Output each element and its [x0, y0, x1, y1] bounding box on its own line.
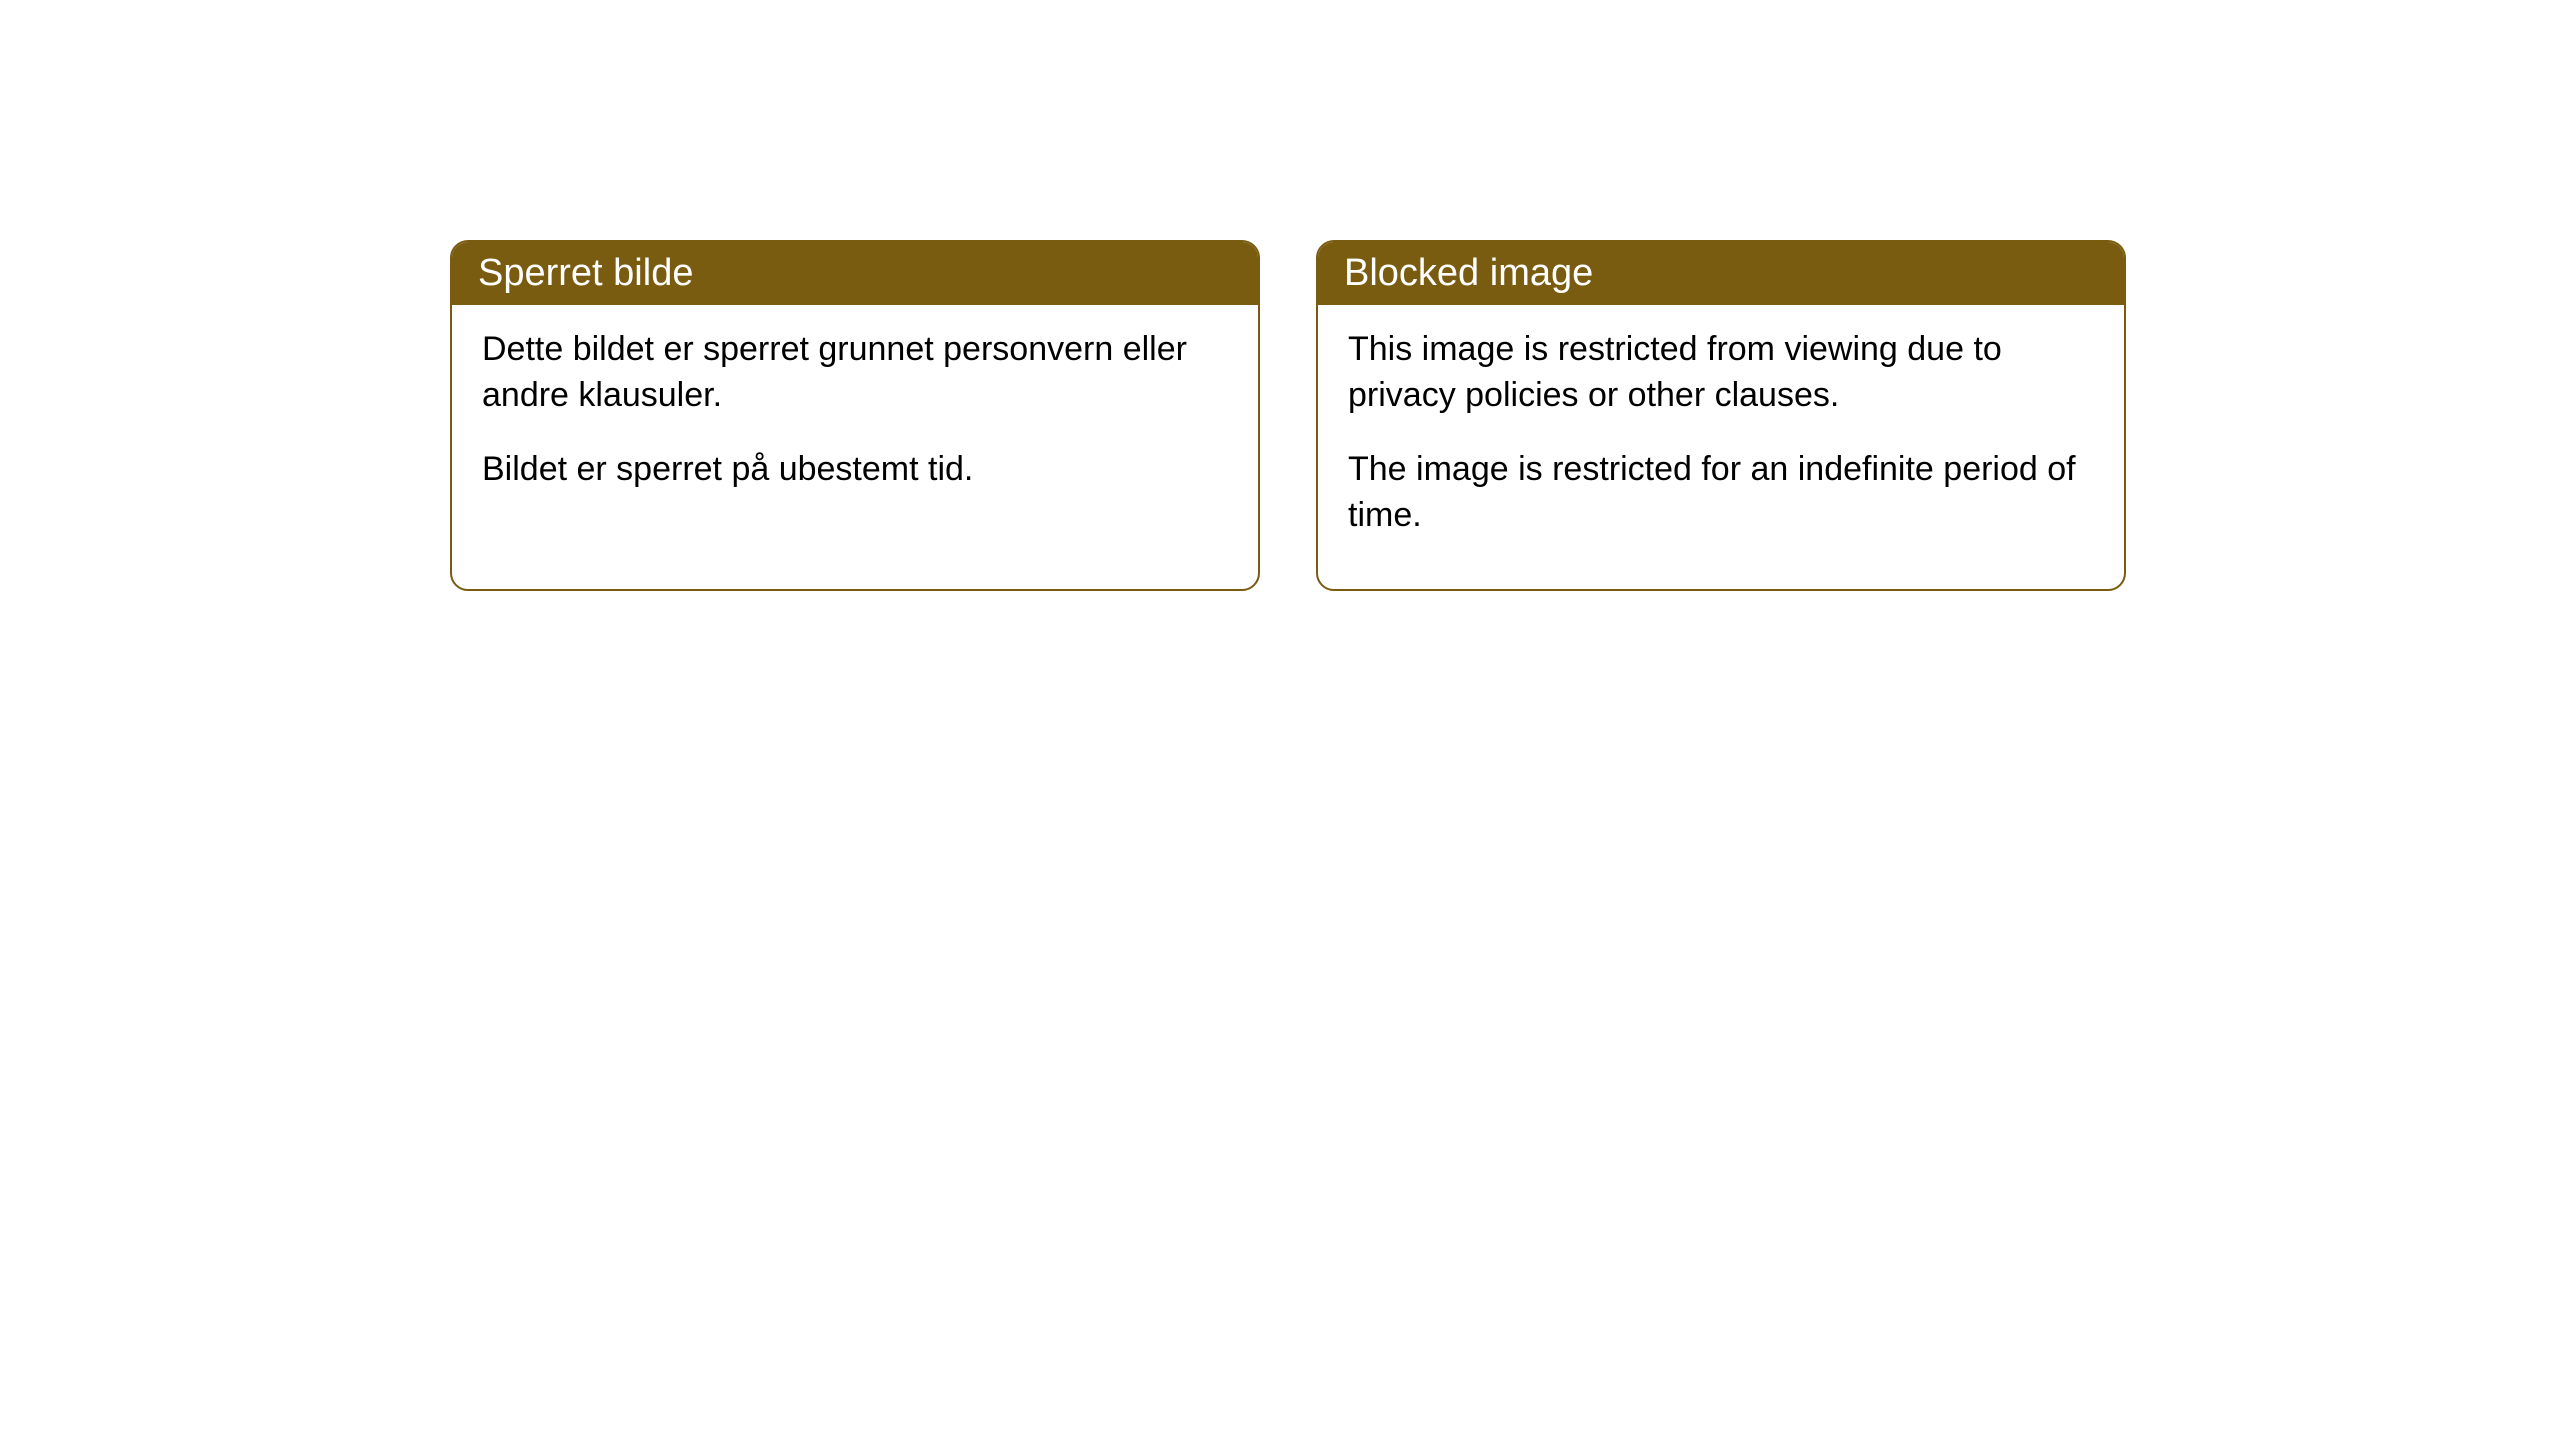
- card-body-norwegian: Dette bildet er sperret grunnet personve…: [452, 305, 1258, 543]
- card-title: Sperret bilde: [478, 252, 693, 294]
- card-header-english: Blocked image: [1318, 242, 2124, 305]
- card-header-norwegian: Sperret bilde: [452, 242, 1258, 305]
- card-paragraph: The image is restricted for an indefinit…: [1348, 447, 2094, 539]
- card-title: Blocked image: [1344, 252, 1593, 294]
- notice-card-english: Blocked image This image is restricted f…: [1316, 240, 2126, 591]
- card-paragraph: This image is restricted from viewing du…: [1348, 327, 2094, 419]
- card-paragraph: Dette bildet er sperret grunnet personve…: [482, 327, 1228, 419]
- notice-card-norwegian: Sperret bilde Dette bildet er sperret gr…: [450, 240, 1260, 591]
- notice-cards-container: Sperret bilde Dette bildet er sperret gr…: [450, 240, 2126, 591]
- card-paragraph: Bildet er sperret på ubestemt tid.: [482, 447, 1228, 493]
- card-body-english: This image is restricted from viewing du…: [1318, 305, 2124, 589]
